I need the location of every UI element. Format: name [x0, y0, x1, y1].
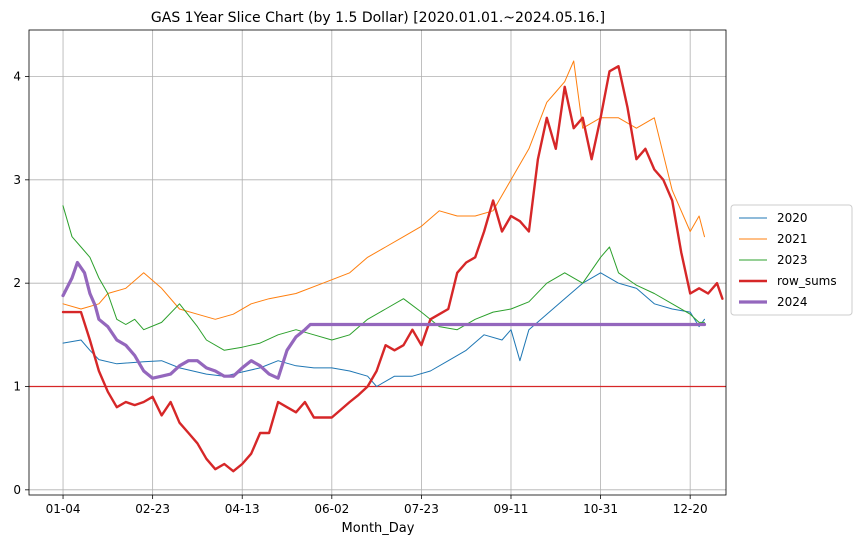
y-tick-label: 2	[13, 276, 21, 290]
y-tick-label: 1	[13, 380, 21, 394]
series-line-2023	[62, 205, 705, 351]
x-axis-label: Month_Day	[342, 521, 415, 536]
x-tick-label: 12-20	[673, 502, 708, 516]
series-layer	[61, 60, 724, 473]
x-tick-label: 06-02	[314, 502, 349, 516]
series-line-row-sums	[61, 65, 724, 473]
x-tick-label: 07-23	[404, 502, 439, 516]
x-tick-label: 01-04	[46, 502, 81, 516]
legend-label: 2024	[777, 295, 808, 309]
y-tick-layer: 0 1 2 3 4	[13, 70, 29, 497]
legend-label: 2020	[777, 211, 808, 225]
x-tick-label: 02-23	[135, 502, 170, 516]
plot-frame	[28, 29, 727, 496]
series-line-2024	[61, 260, 707, 380]
series-line-2021	[62, 60, 705, 320]
legend-label: row_sums	[777, 274, 837, 288]
x-tick-label: 04-13	[225, 502, 260, 516]
legend-box	[730, 204, 853, 316]
x-tick-layer: 01-04 02-23 04-13 06-02 07-23 09-11 10-31 12-20	[46, 495, 708, 516]
x-tick-label: 09-11	[494, 502, 529, 516]
y-tick-label: 3	[13, 173, 21, 187]
series-line-2020	[62, 272, 705, 387]
legend-label: 2023	[777, 253, 808, 267]
x-tick-label: 10-31	[583, 502, 618, 516]
grid-layer	[29, 30, 726, 495]
y-tick-label: 4	[13, 70, 21, 84]
chart-title: GAS 1Year Slice Chart (by 1.5 Dollar) [2…	[151, 10, 605, 26]
legend-label: 2021	[777, 232, 808, 246]
legend: 2020 2021 2023 row_sums 2024	[730, 204, 853, 316]
y-tick-label: 0	[13, 483, 21, 497]
